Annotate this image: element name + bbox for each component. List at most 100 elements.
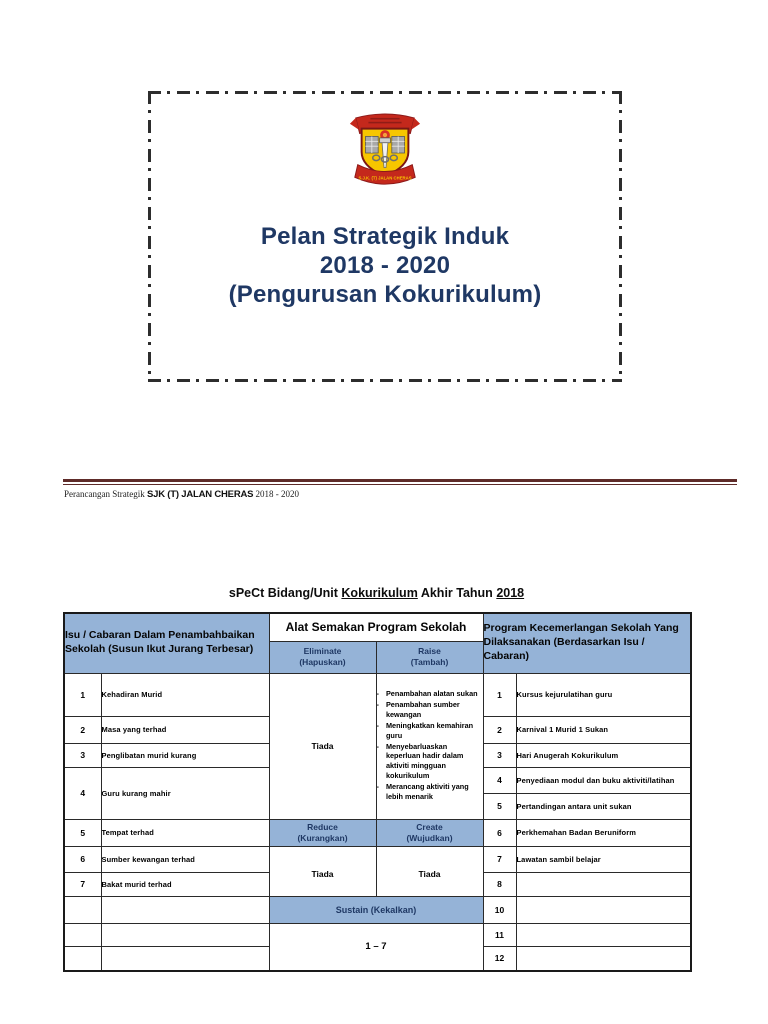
header-isu-cabaran: Isu / Cabaran Dalam Penambahbaikan Sekol… <box>63 612 270 674</box>
program-row-num: 6 <box>482 818 517 847</box>
bullet-dash: - <box>376 741 379 751</box>
section-title-underline1: Kokurikulum <box>341 586 418 600</box>
spect-table: Isu / Cabaran Dalam Penambahbaikan Sekol… <box>63 612 693 972</box>
isu-row-num: 7 <box>63 871 102 897</box>
header-sustain: Sustain (Kekalkan) <box>268 895 484 924</box>
isu-row-label: Bakat murid terhad <box>100 871 270 897</box>
header-reduce-line2: (Kurangkan) <box>297 832 348 843</box>
logo-ribbon-text: S.J.K. (T) JALAN CHERAS <box>358 175 411 180</box>
isu-row-num <box>63 922 102 947</box>
program-row-label: Perkhemahan Badan Beruniform <box>515 818 692 847</box>
header-raise: Raise (Tambah) <box>375 640 484 674</box>
school-crest-icon: S.J.K. (T) JALAN CHERAS <box>349 113 421 185</box>
isu-row-num: 6 <box>63 845 102 873</box>
raise-item-text: Merancang aktiviti yang lebih menarik <box>385 781 469 801</box>
isu-row-num: 2 <box>63 715 102 744</box>
isu-row-label: Guru kurang mahir <box>100 766 270 820</box>
school-logo: S.J.K. (T) JALAN CHERAS <box>347 109 423 202</box>
raise-item-text: Penambahan sumber kewangan <box>385 700 460 720</box>
program-row-label <box>515 922 692 947</box>
dashed-border-right <box>619 91 622 382</box>
bullet-dash: - <box>376 781 379 791</box>
cover-dashed-frame: S.J.K. (T) JALAN CHERAS Pelan Strategik … <box>148 91 622 382</box>
program-row-label: Penyediaan modul dan buku aktiviti/latih… <box>515 766 692 794</box>
raise-item: - Penambahan alatan sukan <box>376 689 482 699</box>
program-row-label: Lawatan sambil belajar <box>515 845 692 873</box>
program-row-num: 10 <box>482 895 517 924</box>
header-alat-semakan: Alat Semakan Program Sekolah <box>268 612 484 642</box>
header-raise-line2: (Tambah) <box>410 657 449 667</box>
raise-item-text: Menyebarluaskan keperluan hadir dalam ak… <box>385 741 464 781</box>
program-row-num: 3 <box>482 742 517 768</box>
footer-text: Perancangan Strategik SJK (T) JALAN CHER… <box>64 489 299 500</box>
program-row-label: Hari Anugerah Kokurikulum <box>515 742 692 768</box>
program-row-label: Karnival 1 Murid 1 Sukan <box>515 715 692 744</box>
program-row-num: 1 <box>482 672 517 717</box>
header-reduce: Reduce (Kurangkan) <box>268 818 377 847</box>
eliminate-value: Tiada <box>268 672 377 820</box>
isu-row-label: Tempat terhad <box>100 818 270 847</box>
isu-row-num <box>63 945 102 972</box>
cover-title-line3: (Pengurusan Kokurikulum) <box>228 281 542 308</box>
program-row-label: Pertandingan antara unit sukan <box>515 792 692 820</box>
isu-row-label <box>100 895 270 924</box>
header-reduce-line1: Reduce <box>307 821 338 832</box>
footer-divider <box>63 479 737 485</box>
header-program-kecemerlangan: Program Kecemerlangan Sekolah Yang Dilak… <box>482 612 692 674</box>
isu-row-label: Sumber kewangan terhad <box>100 845 270 873</box>
header-raise-line1: Raise <box>418 645 441 656</box>
isu-row-label: Kehadiran Murid <box>100 672 270 717</box>
program-row-num: 12 <box>482 945 517 972</box>
dashed-border-left <box>148 91 151 382</box>
dashed-border-bottom <box>148 379 622 382</box>
header-create-line1: Create <box>416 821 443 832</box>
program-row-num: 8 <box>482 871 517 897</box>
sustain-value: 1 – 7 <box>268 922 484 972</box>
isu-row-label <box>100 945 270 972</box>
section-title-part1: sPeCt Bidang/Unit <box>228 586 338 600</box>
cover-title: Pelan Strategik Induk 2018 - 2020 (Pengu… <box>148 222 622 309</box>
program-row-num: 11 <box>482 922 517 947</box>
program-row-num: 5 <box>482 792 517 820</box>
footer-school-name: SJK (T) JALAN CHERAS <box>146 489 254 500</box>
program-row-label <box>515 871 692 897</box>
isu-row-num: 1 <box>63 672 102 717</box>
section-title-underline2: 2018 <box>496 586 525 600</box>
cover-title-line1: Pelan Strategik Induk <box>260 223 510 250</box>
section-title: sPeCt Bidang/Unit Kokurikulum Akhir Tahu… <box>63 586 690 600</box>
raise-item: - Menyebarluaskan keperluan hadir dalam … <box>376 741 482 781</box>
raise-list: - Penambahan alatan sukan - Penambahan s… <box>375 672 484 820</box>
bullet-dash: - <box>376 689 379 699</box>
bullet-dash: - <box>376 700 379 710</box>
raise-item-text: Meningkatkan kemahiran guru <box>385 720 474 740</box>
raise-item-text: Penambahan alatan sukan <box>385 689 478 699</box>
program-row-label <box>515 895 692 924</box>
isu-row-label: Masa yang terhad <box>100 715 270 744</box>
isu-row-label: Penglibatan murid kurang <box>100 742 270 768</box>
program-row-label <box>515 945 692 972</box>
header-eliminate-line1: Eliminate <box>303 645 342 656</box>
footer-years: 2018 - 2020 <box>255 489 300 499</box>
raise-item: - Merancang aktiviti yang lebih menarik <box>376 781 482 802</box>
footer-prefix: Perancangan Strategik <box>64 489 145 499</box>
isu-row-num: 4 <box>63 766 102 820</box>
isu-row-label <box>100 922 270 947</box>
bullet-dash: - <box>376 720 379 730</box>
raise-item: - Penambahan sumber kewangan <box>376 700 482 720</box>
section-title-part2: Akhir Tahun <box>420 586 493 600</box>
reduce-value: Tiada <box>268 845 377 897</box>
raise-item: - Meningkatkan kemahiran guru <box>376 720 482 741</box>
create-value: Tiada <box>375 845 484 897</box>
dashed-border-top <box>148 91 622 94</box>
header-create-line2: (Wujudkan) <box>406 832 453 843</box>
header-eliminate-line2: (Hapuskan) <box>299 657 346 667</box>
header-create: Create (Wujudkan) <box>375 818 484 847</box>
program-row-label: Kursus kejurulatihan guru <box>515 672 692 717</box>
header-eliminate: Eliminate (Hapuskan) <box>268 640 377 674</box>
program-row-num: 4 <box>482 766 517 794</box>
program-row-num: 2 <box>482 715 517 744</box>
isu-row-num <box>63 895 102 924</box>
isu-row-num: 5 <box>63 818 102 847</box>
program-row-num: 7 <box>482 845 517 873</box>
cover-title-line2: 2018 - 2020 <box>319 252 451 279</box>
